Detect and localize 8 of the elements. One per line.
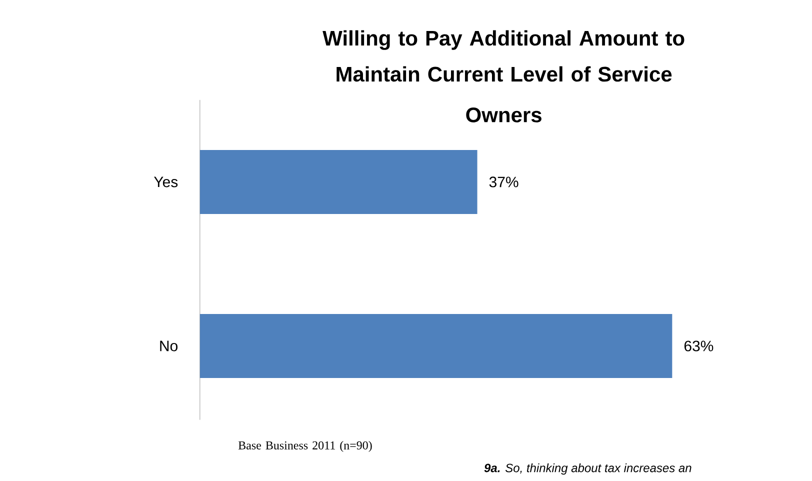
data-label: 63% [684,340,714,352]
chart-title: Willing to Pay Additional Amount to Maintain Current Level of Service [322,30,684,82]
data-label: 37% [489,176,518,188]
chart-subtitle: Owners [466,108,542,122]
y-tick-label: Yes [154,176,178,188]
y-tick-label: No [160,340,178,352]
text: Base Business 2011 (n=90) [238,441,372,452]
text: 9a. So, thinking about tax increases an [484,464,692,475]
